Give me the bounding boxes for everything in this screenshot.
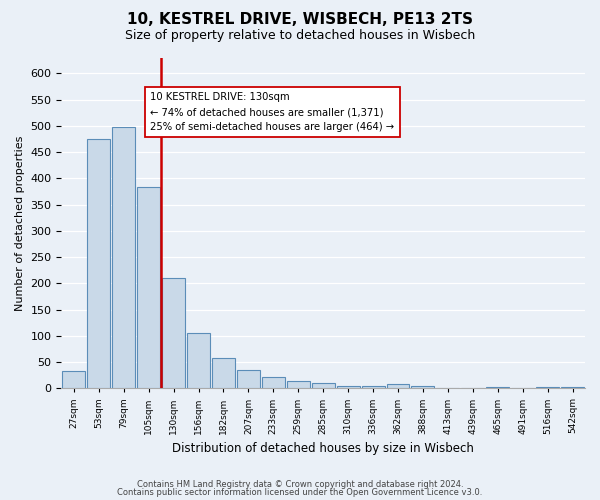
Bar bbox=[237, 370, 260, 388]
Bar bbox=[88, 139, 110, 388]
Bar bbox=[262, 377, 285, 388]
Bar bbox=[112, 127, 135, 388]
Text: Contains public sector information licensed under the Open Government Licence v3: Contains public sector information licen… bbox=[118, 488, 482, 497]
Bar bbox=[137, 187, 160, 388]
Bar bbox=[287, 382, 310, 388]
Bar bbox=[362, 386, 385, 388]
X-axis label: Distribution of detached houses by size in Wisbech: Distribution of detached houses by size … bbox=[172, 442, 474, 455]
Bar bbox=[62, 372, 85, 388]
Bar bbox=[212, 358, 235, 388]
Text: 10, KESTREL DRIVE, WISBECH, PE13 2TS: 10, KESTREL DRIVE, WISBECH, PE13 2TS bbox=[127, 12, 473, 28]
Text: 10 KESTREL DRIVE: 130sqm
← 74% of detached houses are smaller (1,371)
25% of sem: 10 KESTREL DRIVE: 130sqm ← 74% of detach… bbox=[151, 92, 395, 132]
Text: Size of property relative to detached houses in Wisbech: Size of property relative to detached ho… bbox=[125, 29, 475, 42]
Bar bbox=[162, 278, 185, 388]
Y-axis label: Number of detached properties: Number of detached properties bbox=[15, 135, 25, 310]
Bar bbox=[312, 383, 335, 388]
Bar bbox=[337, 386, 359, 388]
Bar bbox=[386, 384, 409, 388]
Bar bbox=[187, 333, 210, 388]
Bar bbox=[561, 387, 584, 388]
Bar bbox=[486, 386, 509, 388]
Bar bbox=[536, 387, 559, 388]
Text: Contains HM Land Registry data © Crown copyright and database right 2024.: Contains HM Land Registry data © Crown c… bbox=[137, 480, 463, 489]
Bar bbox=[412, 386, 434, 388]
